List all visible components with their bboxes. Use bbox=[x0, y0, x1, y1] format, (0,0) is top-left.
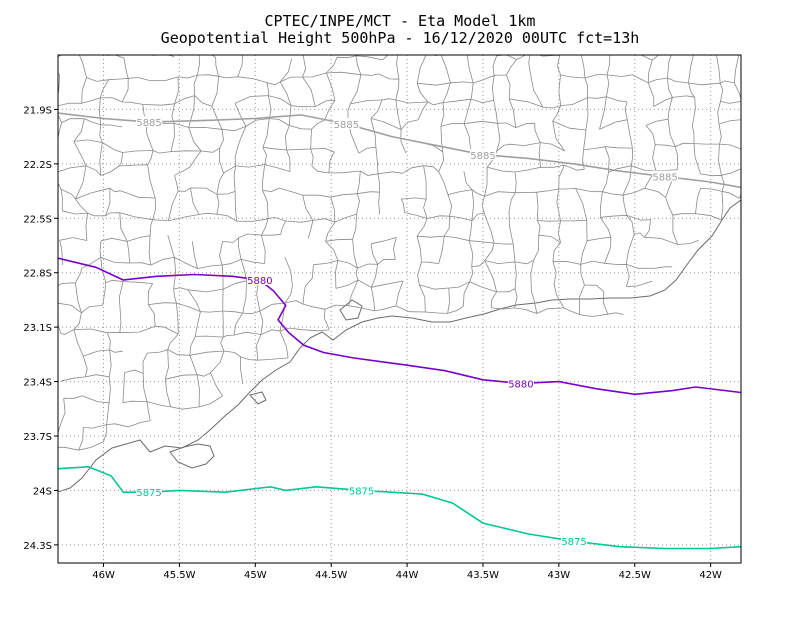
y-tick-label: 23.7S bbox=[23, 432, 52, 443]
x-tick-label: 43.5W bbox=[467, 570, 499, 581]
contour-label: 5880 bbox=[247, 276, 272, 287]
contour-label: 5885 bbox=[470, 151, 495, 162]
contour-label-bg bbox=[136, 116, 163, 128]
contour-label-bg bbox=[652, 170, 679, 182]
contour-label-bg bbox=[246, 273, 273, 285]
contour-label: 5880 bbox=[508, 379, 533, 390]
y-tick-label: 23.1S bbox=[23, 323, 52, 334]
contour-label: 5875 bbox=[136, 488, 161, 499]
contour-label: 5885 bbox=[334, 120, 359, 131]
chart-title: CPTEC/INPE/MCT - Eta Model 1km bbox=[264, 12, 536, 30]
chart-subtitle: Geopotential Height 500hPa - 16/12/2020 … bbox=[160, 29, 640, 47]
municipality-border-lines bbox=[58, 55, 741, 451]
x-tick-label: 43W bbox=[548, 570, 571, 581]
y-tick-label: 24.3S bbox=[23, 541, 52, 552]
contour-label-bg bbox=[469, 148, 496, 160]
x-tick-label: 46W bbox=[92, 570, 115, 581]
contour-5875 bbox=[58, 465, 741, 550]
y-tick-label: 22.8S bbox=[23, 269, 52, 280]
contour-label-bg bbox=[333, 117, 360, 129]
x-tick-label: 45.5W bbox=[163, 570, 195, 581]
x-tick-label: 45W bbox=[244, 570, 267, 581]
contour-5885 bbox=[58, 112, 741, 189]
coastline-layer bbox=[58, 199, 741, 493]
y-tick-label: 24S bbox=[33, 486, 52, 497]
municipality-borders bbox=[58, 55, 741, 451]
x-tick-label: 42W bbox=[699, 570, 722, 581]
contour-label: 5885 bbox=[136, 118, 161, 129]
axis-ticks: 46W 45.5W 45W 44.5W 44W 43.5W 43W 42.5W 42W 21.9S… bbox=[23, 105, 722, 581]
x-tick-label: 44W bbox=[396, 570, 419, 581]
x-tick-label: 44.5W bbox=[315, 570, 347, 581]
contour-label: 5875 bbox=[561, 537, 586, 548]
y-tick-label: 22.2S bbox=[23, 160, 52, 171]
map-frame bbox=[57, 54, 742, 564]
y-tick-label: 21.9S bbox=[23, 105, 52, 116]
contour-label: 5885 bbox=[652, 173, 677, 184]
y-tick-label: 22.5S bbox=[23, 214, 52, 225]
contour-label: 5875 bbox=[349, 486, 374, 497]
y-tick-label: 23.4S bbox=[23, 378, 52, 389]
height-contours: 5885 5885 5885 5885 5880 5880 5875 5875 5875 bbox=[58, 112, 741, 550]
x-tick-label: 42.5W bbox=[619, 570, 651, 581]
contour-label-bg bbox=[561, 535, 588, 547]
contour-label-bg bbox=[348, 484, 375, 496]
contour-label-bg bbox=[136, 486, 163, 498]
contour-5880 bbox=[58, 257, 741, 396]
contour-label-bg bbox=[507, 377, 534, 389]
